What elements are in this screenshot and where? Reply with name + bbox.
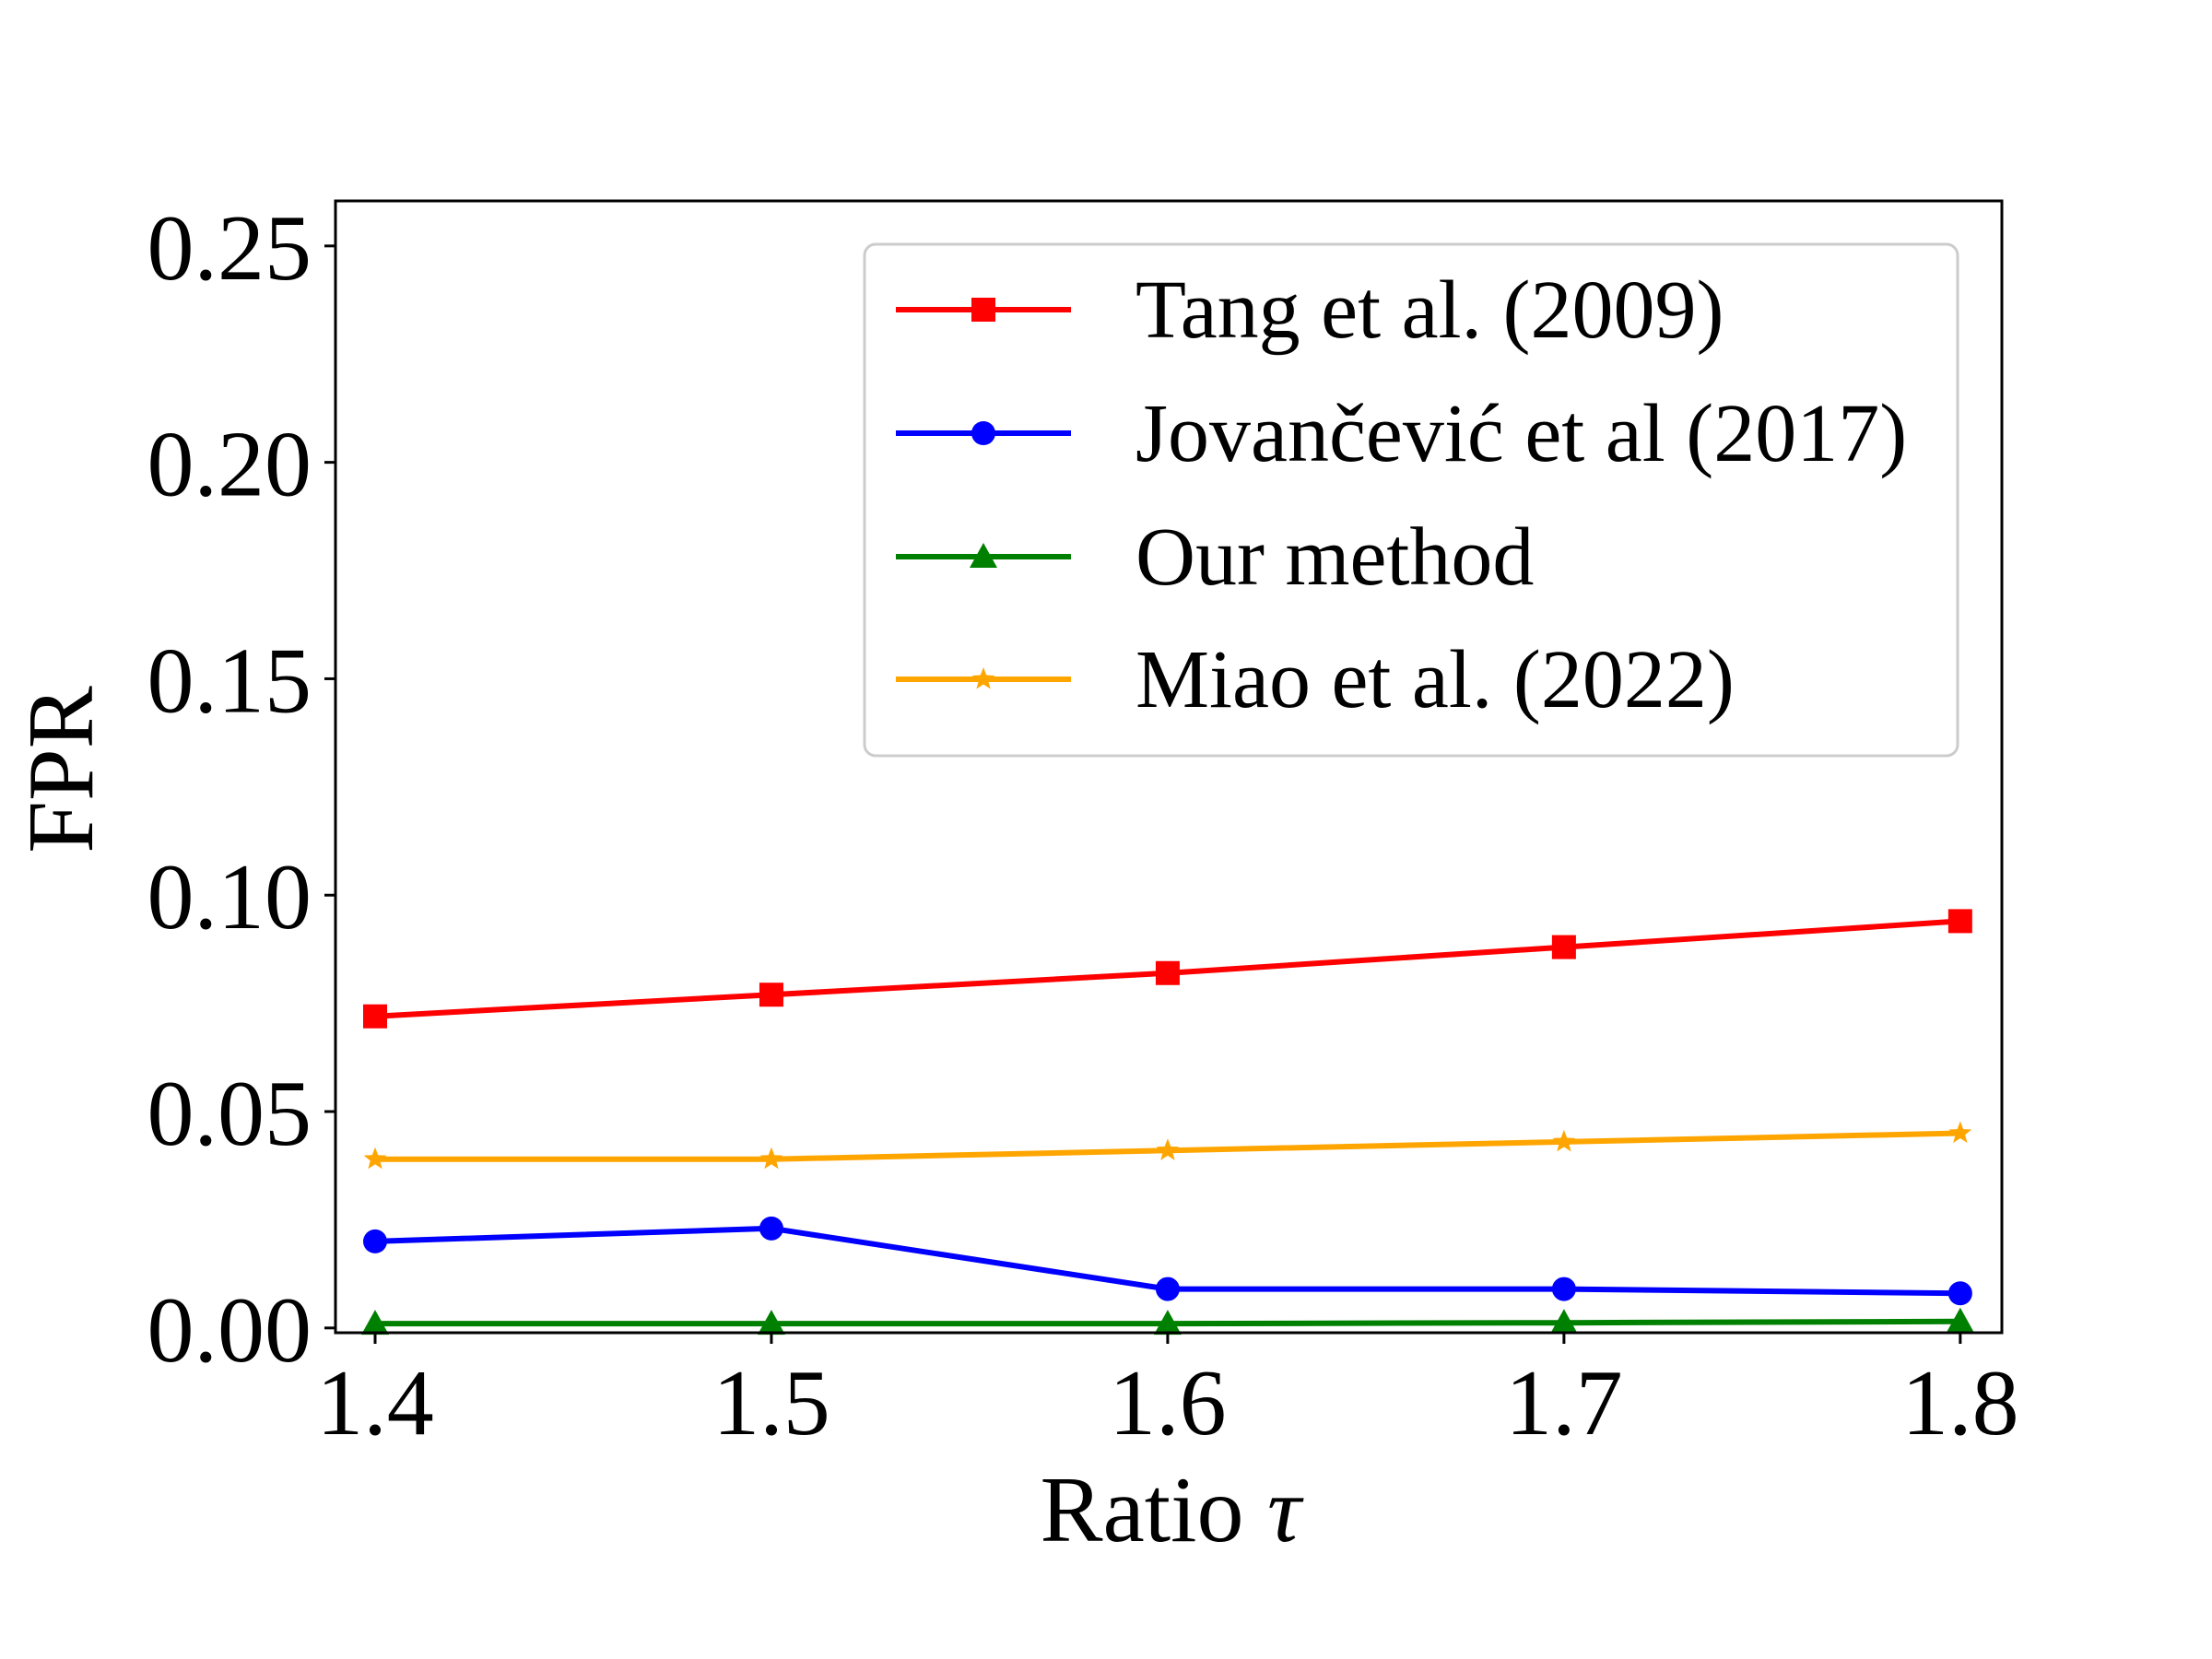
- y-tick-label: 0.15: [147, 629, 312, 733]
- legend-item-tang-et-al-2009: Tang et al. (2009): [896, 265, 1724, 356]
- legend-label: Jovančević et al (2017): [1135, 388, 1907, 479]
- x-tick-label: 1.8: [1901, 1351, 2019, 1455]
- y-tick-label: 0.20: [147, 413, 312, 517]
- data-point: [1156, 1138, 1180, 1160]
- data-point: [362, 1004, 387, 1029]
- legend-marker: [971, 298, 995, 322]
- data-point: [759, 982, 783, 1007]
- data-point: [1551, 1277, 1576, 1301]
- y-axis-ticks: 0.00 0.05 0.10 0.15 0.20 0.25: [147, 196, 335, 1382]
- legend-item-our-method: Our method: [896, 512, 1534, 603]
- series-miao-et-al-2022: [363, 1121, 1972, 1170]
- series-layer: [360, 909, 1974, 1335]
- legend-label: Miao et al. (2022): [1135, 634, 1735, 725]
- data-point: [1947, 909, 1972, 934]
- legend-item-jovancevic-et-al-2017: Jovančević et al (2017): [896, 388, 1907, 479]
- x-axis-label-text: Ratio: [1041, 1458, 1244, 1562]
- x-axis-ticks: 1.4 1.5 1.6 1.7 1.8: [316, 1333, 2019, 1455]
- legend-marker: [971, 667, 995, 689]
- data-point: [1946, 1307, 1974, 1333]
- y-tick-label: 0.25: [147, 196, 312, 300]
- data-point: [1948, 1121, 1972, 1144]
- data-point: [1552, 1129, 1576, 1152]
- series-jovancevic-et-al-2017: [362, 1216, 1972, 1306]
- y-axis-label: FPR: [9, 686, 113, 853]
- legend-item-miao-et-al-2022: Miao et al. (2022): [896, 634, 1735, 725]
- y-tick-label: 0.05: [147, 1062, 312, 1166]
- data-point: [1549, 1309, 1578, 1335]
- data-point: [757, 1310, 785, 1335]
- legend: Tang et al. (2009) Jovančević et al (2017…: [863, 242, 1959, 758]
- series-tang-et-al-2009: [362, 909, 1972, 1029]
- series-our-method: [360, 1307, 1974, 1335]
- y-tick-label: 0.10: [147, 845, 312, 949]
- data-point: [1153, 1310, 1182, 1335]
- legend-box: [863, 242, 1959, 758]
- data-point: [1155, 1277, 1180, 1301]
- x-tick-label: 1.6: [1109, 1351, 1227, 1455]
- x-tick-label: 1.4: [316, 1351, 434, 1455]
- data-point: [759, 1147, 783, 1170]
- data-point: [1155, 960, 1180, 985]
- x-tick-label: 1.7: [1505, 1351, 1623, 1455]
- data-point: [363, 1147, 387, 1170]
- y-tick-label: 0.00: [147, 1278, 312, 1382]
- x-tick-label: 1.5: [712, 1351, 830, 1455]
- data-point: [759, 1216, 783, 1241]
- legend-label: Our method: [1135, 512, 1534, 603]
- data-point: [362, 1229, 387, 1253]
- legend-marker: [971, 421, 995, 445]
- legend-label: Tang et al. (2009): [1135, 265, 1724, 356]
- data-point: [1551, 935, 1576, 959]
- data-point: [360, 1310, 389, 1335]
- data-point: [1947, 1281, 1972, 1306]
- legend-marker: [970, 543, 997, 568]
- x-axis-label-symbol: τ: [1267, 1458, 1304, 1562]
- x-axis-label: Ratio τ: [1041, 1458, 1304, 1562]
